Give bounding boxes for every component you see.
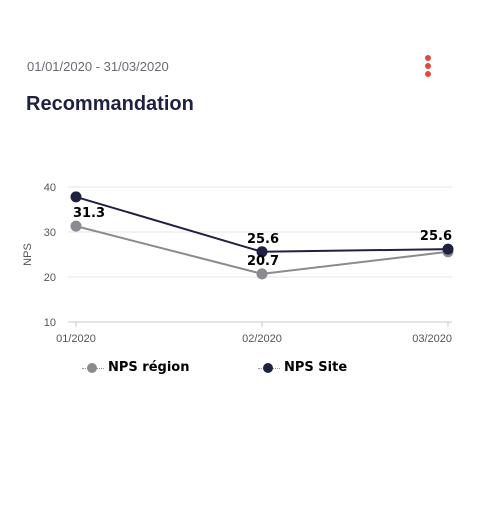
y-tick-label: 30 — [44, 227, 56, 239]
legend-label: NPS région — [108, 360, 190, 375]
y-tick-label: 20 — [44, 272, 56, 284]
data-point[interactable] — [442, 243, 454, 255]
x-tick-label: 01/2020 — [56, 333, 96, 345]
data-point[interactable] — [70, 220, 82, 232]
chart-legend: NPS région NPS Site — [0, 360, 490, 380]
date-range: 01/01/2020 - 31/03/2020 — [27, 59, 169, 74]
y-axis-label: NPS — [22, 243, 34, 266]
legend-marker-icon — [82, 362, 104, 374]
data-point[interactable] — [256, 246, 268, 258]
legend-item[interactable]: NPS région — [82, 360, 189, 375]
card-title: Recommandation — [26, 93, 194, 115]
legend-label: NPS Site — [284, 360, 348, 375]
x-tick-label: 03/2020 — [412, 333, 452, 345]
data-label: 20.7 — [247, 254, 279, 269]
y-tick-label: 40 — [44, 182, 56, 194]
y-tick-label: 10 — [44, 317, 56, 329]
vertical-dots-icon[interactable] — [423, 55, 433, 77]
legend-marker-icon — [258, 362, 280, 374]
data-point[interactable] — [256, 268, 268, 280]
data-label: 31.3 — [73, 206, 105, 221]
data-point[interactable] — [70, 191, 82, 203]
data-label: 25.6 — [247, 232, 279, 247]
legend-item[interactable]: NPS Site — [258, 360, 347, 375]
x-tick-label: 02/2020 — [242, 333, 282, 345]
data-label: 25.6 — [420, 229, 452, 244]
